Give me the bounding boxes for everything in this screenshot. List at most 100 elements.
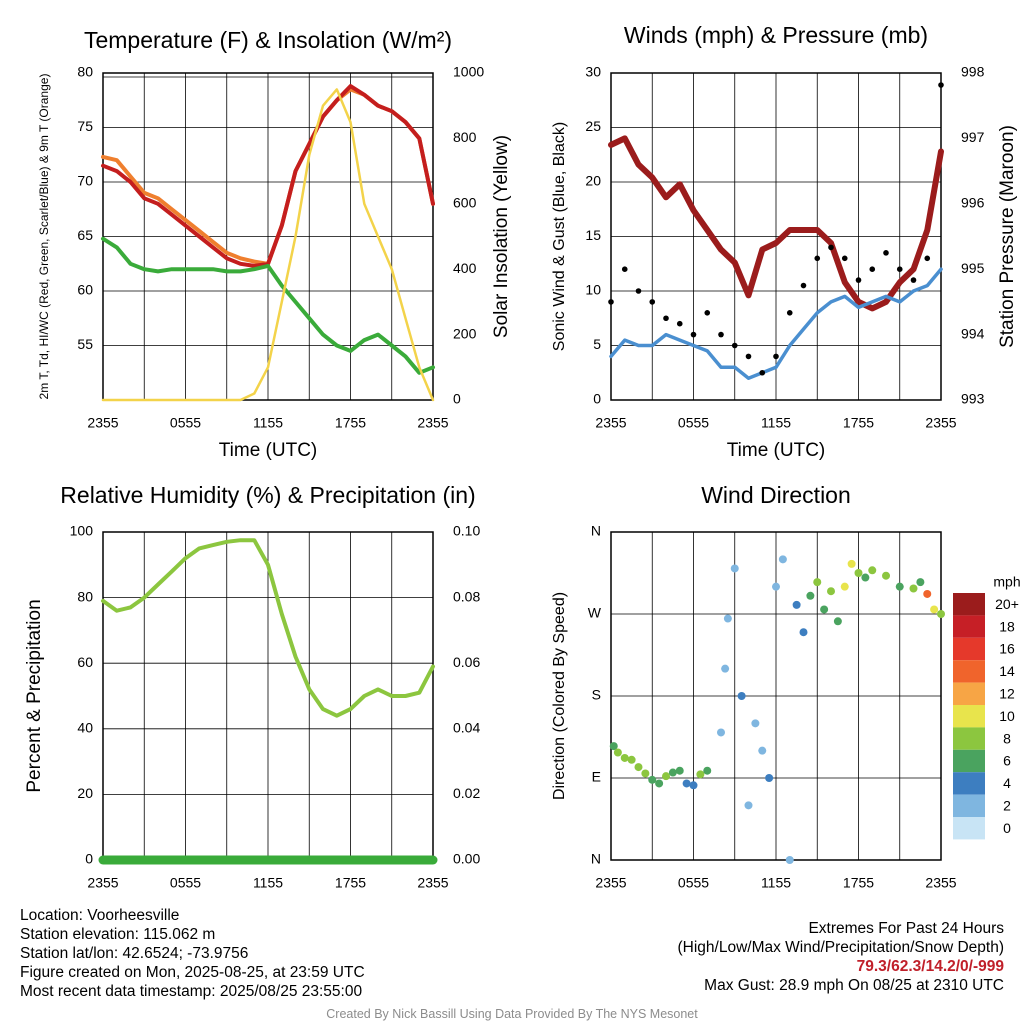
colorbar-swatch [953, 794, 985, 817]
direction-point [861, 573, 870, 582]
direction-point [827, 587, 835, 596]
direction-point [721, 664, 730, 673]
x-tick-label: 0555 [678, 415, 709, 431]
direction-point [655, 779, 664, 788]
y-tick-label: 0 [593, 391, 601, 407]
y-tick-label: W [588, 605, 602, 621]
x-axis-label: Time (UTC) [219, 440, 318, 461]
recent-data-text: Most recent data timestamp: 2025/08/25 2… [20, 983, 363, 1000]
y2-tick-label: 600 [453, 195, 477, 211]
y-tick-label: 20 [77, 785, 93, 801]
gust-point [855, 277, 862, 283]
extremes-title: Extremes For Past 24 Hours [808, 920, 1004, 937]
colorbar-swatch [953, 615, 985, 638]
gust-point [663, 315, 669, 322]
direction-point [668, 768, 677, 777]
direction-point [923, 589, 932, 598]
humidity-panel: 2355 0555 1155 1755 2355 0 20 40 60 80 100 0.00 0.02… [24, 482, 480, 891]
direction-point [627, 755, 636, 764]
y-tick-label: 100 [70, 523, 94, 539]
direction-point [778, 555, 787, 564]
direction-point [820, 605, 829, 614]
y-axis-label: Sonic Wind & Gust (Blue, Black) [551, 122, 568, 351]
direction-point [723, 614, 732, 623]
y-tick-label: 55 [77, 336, 93, 352]
y2-tick-label: 0.02 [453, 785, 480, 801]
colorbar-title: mph [993, 574, 1020, 590]
direction-point [620, 753, 629, 762]
y-tick-label: 10 [585, 282, 601, 298]
y-tick-label: 70 [77, 173, 93, 189]
gust-point [745, 353, 752, 360]
direction-point [717, 728, 725, 737]
gust-point [759, 369, 766, 376]
direction-point [682, 779, 691, 788]
y2-tick-label: 996 [961, 195, 985, 211]
gust-point [910, 277, 917, 283]
y2-tick-label: 997 [961, 129, 985, 145]
y-tick-label: 0 [85, 851, 93, 867]
x-tick-label: 0555 [170, 415, 201, 431]
extremes-values: 79.3/62.3/14.2/0/-999 [856, 958, 1004, 975]
colorbar-label: 8 [1003, 730, 1011, 746]
colorbar-label: 16 [999, 641, 1015, 657]
y2-tick-label: 800 [453, 129, 477, 145]
colorbar-swatch [953, 727, 985, 750]
direction-point [634, 763, 643, 772]
x-tick-label: 0555 [170, 875, 201, 891]
winds-panel: 2355 0555 1155 1755 2355 0 5 10 15 20 25 30 993 994 99… [551, 22, 1018, 461]
colorbar-swatch [953, 660, 985, 683]
credit-text: Created By Nick Bassill Using Data Provi… [326, 1007, 698, 1021]
direction-point [641, 769, 650, 778]
y-tick-label: 80 [77, 588, 93, 604]
y-tick-label: 75 [77, 118, 93, 134]
x-tick-label: 2355 [417, 875, 448, 891]
gust-point [635, 288, 642, 294]
colorbar-label: 0 [1003, 820, 1011, 836]
x-tick-label: 1155 [761, 875, 791, 891]
colorbar-label: 18 [999, 618, 1015, 634]
extremes-subtitle: (High/Low/Max Wind/Precipitation/Snow De… [677, 939, 1005, 956]
y-tick-label: 80 [77, 64, 93, 80]
direction-point [772, 582, 780, 591]
colorbar-label: 6 [1003, 753, 1011, 769]
colorbar-label: 20+ [995, 596, 1019, 612]
panel-title: Relative Humidity (%) & Precipitation (i… [60, 482, 475, 508]
direction-point [730, 564, 739, 573]
y2-tick-label: 0.06 [453, 654, 480, 670]
direction-point [703, 766, 712, 775]
gust-point [676, 320, 683, 327]
direction-point [737, 692, 746, 700]
series-line-0 [608, 135, 944, 312]
x-tick-label: 2355 [595, 415, 626, 431]
gust-point [718, 331, 724, 338]
y2-tick-label: 1000 [453, 64, 484, 80]
y2-tick-label: 0 [453, 391, 461, 407]
series-line-1 [609, 267, 943, 380]
direction-point [868, 566, 877, 575]
y2-tick-label: 0.00 [453, 851, 480, 867]
y-tick-label: 60 [77, 654, 93, 670]
colorbar-swatch [953, 637, 985, 661]
x-tick-label: 2355 [925, 415, 956, 431]
gust-point [869, 266, 876, 273]
y-tick-label: E [592, 769, 601, 785]
colorbar-swatch [953, 682, 985, 705]
colorbar-label: 12 [999, 686, 1015, 702]
gust-point [608, 299, 614, 305]
gust-point [896, 266, 903, 273]
panel-title: Temperature (F) & Insolation (W/m²) [84, 27, 452, 53]
panel-title: Wind Direction [701, 482, 851, 508]
y2-tick-label: 0.08 [453, 588, 480, 604]
y2-axis-label: Solar Insolation (Yellow) [491, 135, 512, 338]
location-text: Location: Voorheesville [20, 907, 180, 924]
x-tick-label: 2355 [595, 875, 626, 891]
y-tick-label: N [591, 523, 601, 539]
direction-point [792, 600, 801, 609]
gust-point [731, 342, 738, 349]
x-tick-label: 1755 [843, 415, 874, 431]
direction-point [799, 628, 808, 637]
gust-point [704, 310, 711, 316]
x-tick-label: 1755 [335, 875, 366, 891]
